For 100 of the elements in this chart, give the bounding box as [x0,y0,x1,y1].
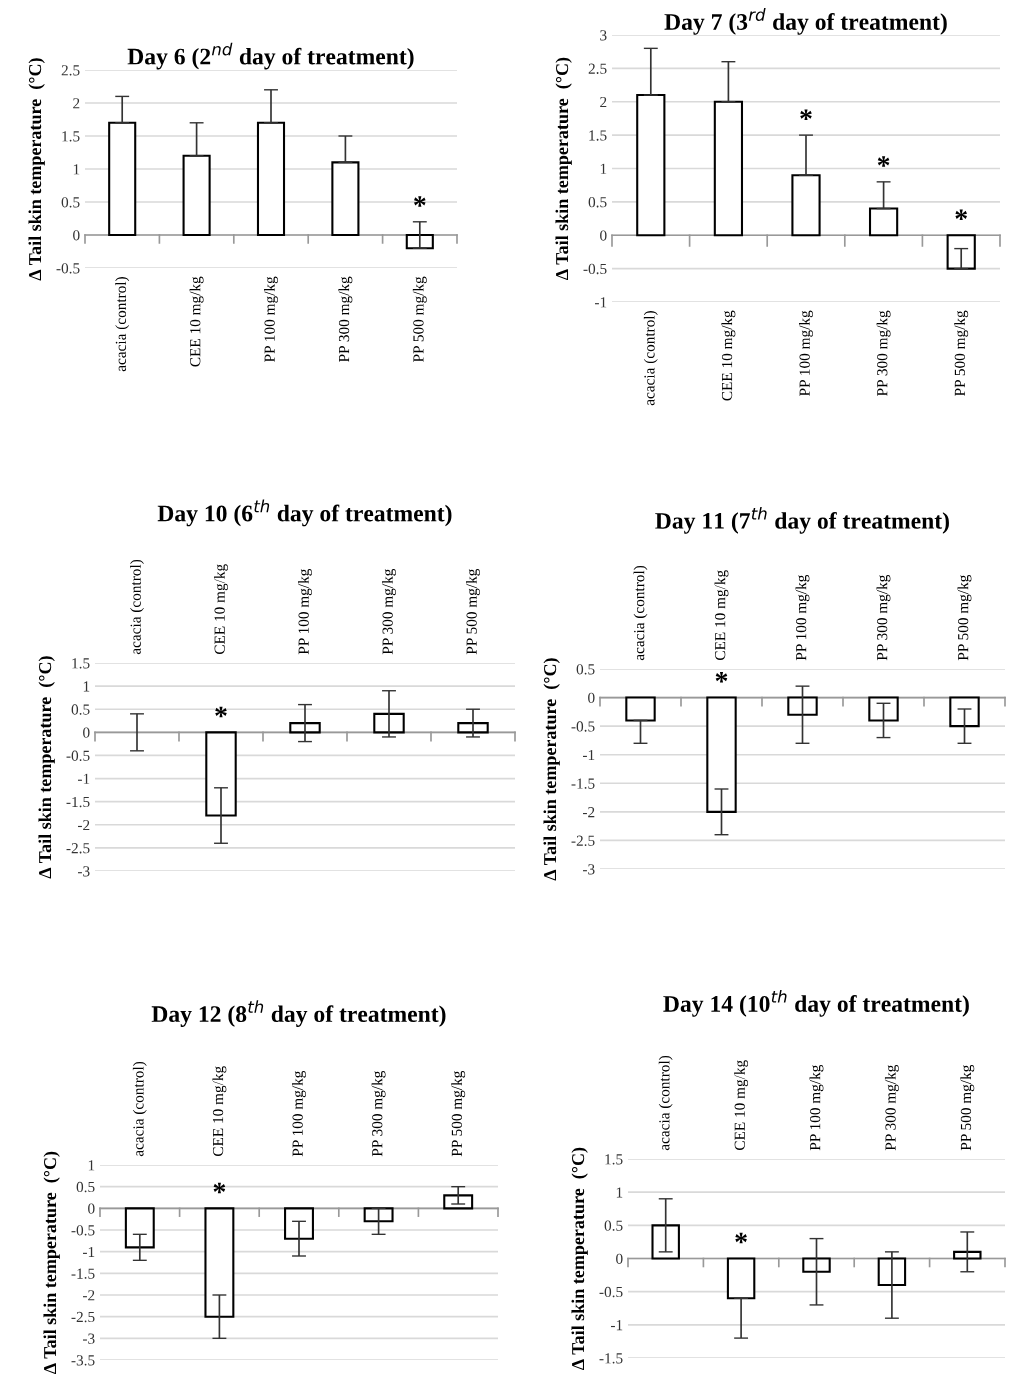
y-tick-label: -2.5 [571,835,595,846]
x-tick-label: CEE 10 mg/kg [734,1060,749,1151]
y-tick-label: 0.5 [604,1220,623,1231]
bar [256,121,286,237]
y-tick-label: -3 [582,864,595,875]
y-tick-label: -1.5 [71,1268,95,1279]
y-tick-label: 2 [600,96,607,108]
x-tick-label: PP 500 mg/kg [957,574,972,661]
y-tick-label: 2 [73,98,80,109]
y-tick-label: -0.5 [66,750,90,761]
chart-title: Day 10 (6$^{th}$ day of treatment) [157,499,452,527]
x-tick-label: CEE 10 mg/kg [214,564,228,655]
y-tick-label: -0.5 [599,1286,623,1298]
chart-title: Day 14 (10$^{th}$ day of treatment) [663,990,969,1017]
x-tick-label: PP 300 mg/kg [338,276,353,362]
y-axis-title: ∆ Tail skin temperature (°C) [543,658,560,881]
y-tick-label: -3.5 [71,1355,95,1366]
bar [713,100,744,237]
bar [946,234,976,270]
bar [791,174,821,237]
y-axis-title: ∆ Tail skin temperature (°C) [571,1147,588,1370]
y-tick-label: -2.5 [71,1311,95,1323]
x-tick-label: PP 300 mg/kg [382,568,396,655]
x-tick-label: CEE 10 mg/kg [212,1066,227,1157]
y-tick-label: -1 [594,297,607,308]
y-tick-label: 1 [73,164,80,175]
y-tick-label: 0 [73,230,80,241]
bar [953,1250,982,1260]
bar [457,722,489,734]
y-tick-label: -1 [77,773,90,784]
y-tick-label: 1.5 [72,658,90,669]
y-axis-title: ∆ Tail skin temperature (°C) [38,656,55,879]
x-tick-label: PP 500 mg/kg [954,310,969,396]
x-tick-label: PP 500 mg/kg [466,568,480,655]
x-tick-label: PP 100 mg/kg [795,574,810,661]
y-tick-label: 1.5 [605,1154,623,1165]
x-tick-label: CEE 10 mg/kg [714,570,729,661]
x-tick-label: PP 300 mg/kg [371,1070,386,1157]
annotation: * [213,1182,226,1194]
y-tick-label: 2.5 [588,63,607,74]
y-tick-label: -1.5 [599,1353,623,1364]
x-tick-label: PP 100 mg/kg [799,310,813,396]
y-axis-title: ∆ Tail skin temperature (°C) [43,1151,60,1374]
y-tick-label: 0.5 [76,1181,95,1193]
chart-title: Day 6 (2$^{nd}$ day of treatment) [127,42,414,70]
x-tick-label: acacia (control) [115,277,130,372]
y-tick-label: 3 [600,30,607,41]
y-tick-label: -1.5 [66,796,90,808]
y-tick-label: -0.5 [56,263,80,274]
x-tick-label: PP 100 mg/kg [298,568,312,655]
x-tick-label: PP 500 mg/kg [960,1064,975,1151]
bar [877,1257,907,1287]
x-tick-label: acacia (control) [132,1061,147,1157]
y-tick-label: 2.5 [61,65,80,76]
bar [636,94,666,237]
y-tick-label: -3 [77,866,90,877]
y-axis-title: ∆ Tail skin temperature (°C) [28,58,45,281]
chart-title: Day 7 (3$^{rd}$ day of treatment) [664,8,947,35]
x-tick-label: PP 300 mg/kg [876,310,891,396]
annotation: * [800,109,812,120]
bar [331,161,360,237]
y-tick-label: -1 [82,1246,95,1257]
y-tick-label: 1 [83,681,90,692]
y-tick-label: -2 [82,1290,95,1301]
bar [373,712,405,734]
y-tick-label: 0 [616,1253,623,1264]
y-tick-label: 1 [616,1187,623,1198]
chart-title: Day 12 (8$^{th}$ day of treatment) [151,1000,446,1027]
bar [108,121,137,237]
y-tick-label: 1 [88,1160,95,1171]
bar [405,233,434,250]
x-tick-label: PP 500 mg/kg [412,276,427,362]
y-tick-label: 0 [88,1203,95,1214]
bar [802,1257,831,1273]
y-tick-label: 0 [600,230,607,241]
y-tick-label: 1.5 [62,131,80,142]
y-axis-title: ∆ Tail skin temperature (°C) [555,57,572,280]
x-tick-label: PP 300 mg/kg [876,574,891,661]
y-tick-label: -1 [610,1320,623,1331]
chart-title: Day 11 (7$^{th}$ day of treatment) [655,507,949,534]
y-tick-label: 0.5 [576,664,595,675]
y-tick-label: -0.5 [583,263,607,275]
y-tick-label: 1 [600,163,607,174]
y-tick-label: -1 [582,749,595,761]
y-tick-label: -3 [82,1333,95,1344]
y-tick-label: -2 [77,819,90,831]
bar [651,1224,680,1260]
x-tick-label: CEE 10 mg/kg [721,310,736,401]
y-tick-label: 0 [83,727,90,738]
x-tick-label: acacia (control) [130,559,144,655]
y-tick-label: 0.5 [588,197,607,208]
bar [182,154,211,237]
x-tick-label: PP 500 mg/kg [451,1070,466,1157]
y-tick-label: -0.5 [71,1225,95,1236]
annotation: * [715,671,728,683]
bar [868,207,899,237]
annotation: * [877,156,890,167]
y-tick-label: -2 [582,807,595,818]
x-tick-label: CEE 10 mg/kg [189,276,204,367]
y-tick-label: 0.5 [61,197,80,208]
